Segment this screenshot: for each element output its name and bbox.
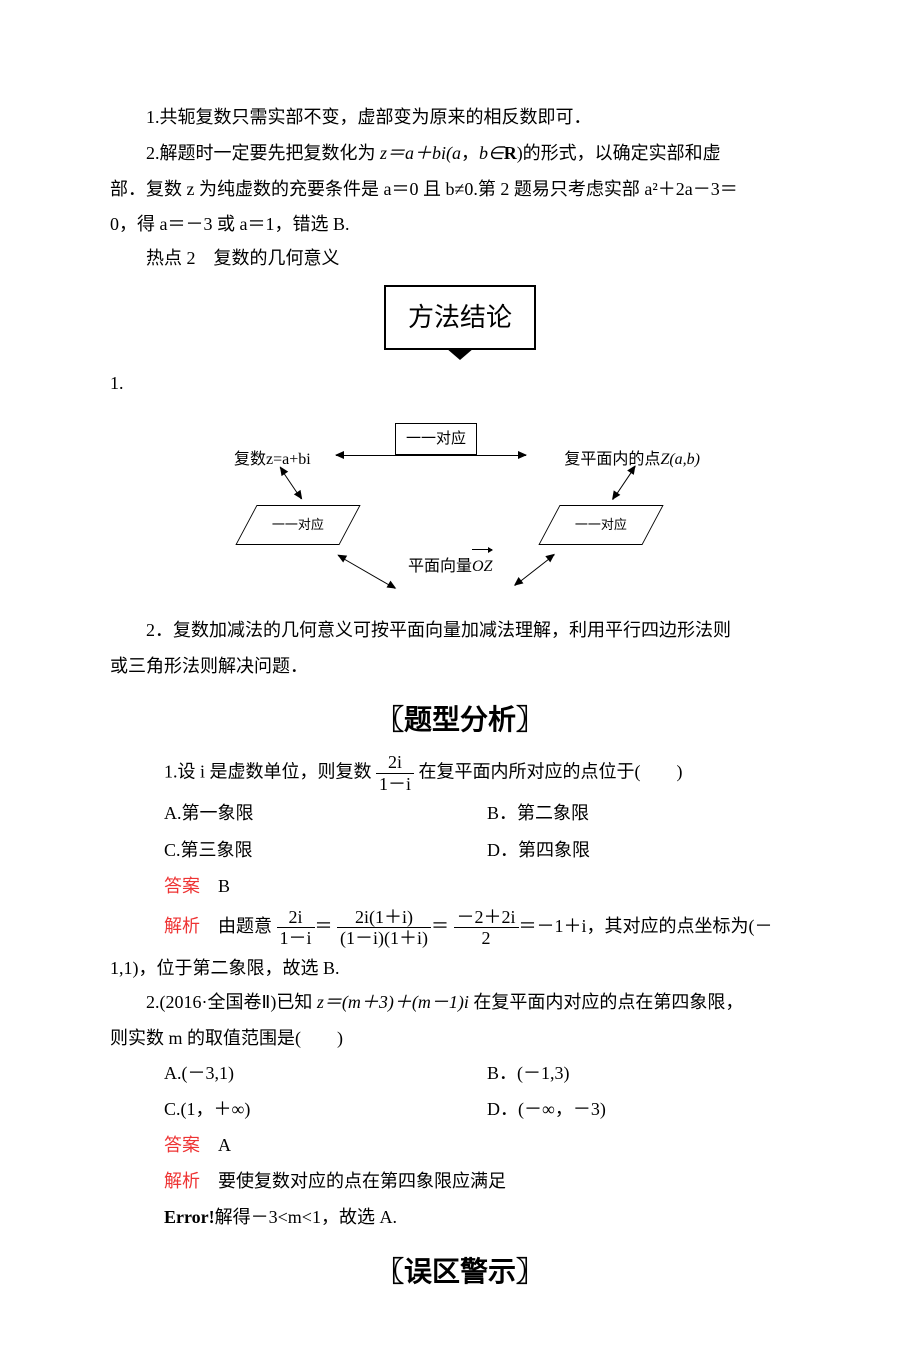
- q2-option-c: C.(1，＋∞): [164, 1092, 487, 1126]
- q2-options-row1: A.(－3,1) B．(－1,3): [110, 1056, 810, 1090]
- q2-options-row2: C.(1，＋∞) D．(－∞，－3): [110, 1092, 810, 1126]
- q2-option-a: A.(－3,1): [164, 1056, 487, 1090]
- d: (1－i)(1＋i): [337, 928, 431, 949]
- para-conjugate: 1.共轭复数只需实部不变，虚部变为原来的相反数即可．: [110, 100, 810, 134]
- q2-err-b: 解得－3<m<1，故选 A.: [215, 1207, 397, 1227]
- vec-text: OZ: [472, 558, 492, 575]
- q2-jiexi: 要使复数对应的点在第四象限应满足: [218, 1171, 506, 1191]
- z-point: Z(a,b): [660, 451, 700, 468]
- n: 2i(1＋i): [337, 907, 431, 929]
- answer-label: 答案: [164, 876, 200, 896]
- d: 2: [454, 928, 519, 949]
- answer-label: 答案: [164, 1135, 200, 1155]
- para-form-2: 部．复数 z 为纯虚数的充要条件是 a＝0 且 b≠0.第 2 题易只考虑实部 …: [110, 172, 810, 206]
- arrow-top: [336, 455, 526, 456]
- text: 1,1)，位于第二象限，故选 B.: [110, 958, 340, 978]
- q2-answer: 答案 A: [110, 1128, 810, 1162]
- analysis-label: 解析: [164, 1171, 200, 1191]
- q1-fraction: 2i 1－i: [376, 752, 414, 794]
- pg-left-text: 一一对应: [272, 512, 324, 537]
- text: 热点 2 复数的几何意义: [146, 248, 340, 268]
- text: 复数z=a+bi: [234, 451, 311, 468]
- formula-z: z＝a＋bi(a: [380, 143, 461, 163]
- parallelogram-right: 一一对应: [538, 505, 663, 545]
- item-1: 1.: [110, 366, 810, 400]
- q2-option-d: D．(－∞，－3): [487, 1092, 810, 1126]
- para-after-diagram-2: 或三角形法则解决问题．: [110, 649, 810, 683]
- parallelogram-left: 一一对应: [235, 505, 360, 545]
- text: 部．复数 z 为纯虚数的充要条件是 a＝0 且 b≠0.第 2 题易只考虑实部 …: [110, 179, 738, 199]
- q1-f1: 2i 1－i: [277, 907, 315, 949]
- eq1: ＝: [315, 916, 333, 936]
- q1-option-a: A.第一象限: [164, 796, 487, 830]
- text: 2.解题时一定要先把复数化为: [146, 143, 376, 163]
- q1-text-a: 1.设 i 是虚数单位，则复数: [164, 761, 372, 781]
- diagram-bottom-node: 平面向量OZ: [408, 552, 492, 582]
- q1-answer: 答案 B: [110, 869, 810, 903]
- b-in: b∈: [479, 143, 504, 163]
- q2-answer-val: A: [218, 1135, 231, 1155]
- pg-right-text: 一一对应: [575, 512, 627, 537]
- q1-options-row1: A.第一象限 B．第二象限: [110, 796, 810, 830]
- correspondence-diagram: 一一对应 复数z=a+bi 复平面内的点Z(a,b) 一一对应 一一对应 平面向…: [220, 409, 700, 599]
- vector-OZ: OZ: [472, 552, 492, 582]
- q2-z: z＝(m＋3)＋(m－1)i: [317, 992, 469, 1012]
- q1-jiexi-b: ＝－1＋i，其对应的点坐标为(－: [519, 916, 773, 936]
- q2-b: 在复平面内对应的点在第四象限，: [469, 992, 744, 1012]
- comma: ，: [461, 143, 479, 163]
- q1-analysis: 解析 由题意 2i 1－i ＝ 2i(1＋i) (1－i)(1＋i) ＝ －2＋…: [110, 905, 810, 949]
- text: 平面向量: [408, 558, 472, 575]
- text: 或三角形法则解决问题．: [110, 656, 308, 676]
- conn-right-down: [515, 554, 555, 586]
- para-form-3: 0，得 a＝－3 或 a＝1，错选 B.: [110, 207, 810, 241]
- q1-option-d: D．第四象限: [487, 833, 810, 867]
- n: 2i: [277, 907, 315, 929]
- q1-f3: －2＋2i 2: [454, 907, 519, 949]
- analysis-label: 解析: [164, 916, 200, 936]
- method-box: 方法结论: [384, 285, 536, 350]
- q2-c: 则实数 m 的取值范围是( ): [110, 1028, 343, 1048]
- q1-frac-den: 1－i: [376, 774, 414, 795]
- q1-answer-val: B: [218, 876, 230, 896]
- para-form-1: 2.解题时一定要先把复数化为 z＝a＋bi(a，b∈R)的形式，以确定实部和虚: [110, 136, 810, 170]
- text: )的形式，以确定实部和虚: [517, 143, 721, 163]
- q1-option-c: C.第三象限: [164, 833, 487, 867]
- question-1: 1.设 i 是虚数单位，则复数 2i 1－i 在复平面内所对应的点位于( ): [110, 752, 810, 794]
- text: 2．复数加减法的几何意义可按平面向量加减法理解，利用平行四边形法则: [146, 620, 731, 640]
- text: 0，得 a＝－3 或 a＝1，错选 B.: [110, 214, 349, 234]
- text: 1.共轭复数只需实部不变，虚部变为原来的相反数即可．: [146, 107, 592, 127]
- diagram-top-box: 一一对应: [395, 423, 477, 456]
- para-after-diagram-1: 2．复数加减法的几何意义可按平面向量加减法理解，利用平行四边形法则: [110, 613, 810, 647]
- hotspot-2-title: 热点 2 复数的几何意义: [110, 241, 810, 275]
- question-2-cont: 则实数 m 的取值范围是( ): [110, 1021, 810, 1055]
- question-2: 2.(2016·全国卷Ⅱ)已知 z＝(m＋3)＋(m－1)i 在复平面内对应的点…: [110, 985, 810, 1019]
- method-conclusion-banner: 方法结论: [110, 285, 810, 360]
- q1-analysis-2: 1,1)，位于第二象限，故选 B.: [110, 951, 810, 985]
- q1-f2: 2i(1＋i) (1－i)(1＋i): [337, 907, 431, 949]
- q1-options-row2: C.第三象限 D．第四象限: [110, 833, 810, 867]
- q2-option-b: B．(－1,3): [487, 1056, 810, 1090]
- d: 1－i: [277, 928, 315, 949]
- q2-a: 2.(2016·全国卷Ⅱ)已知: [146, 992, 317, 1012]
- q2-error-line: Error!解得－3<m<1，故选 A.: [110, 1200, 810, 1234]
- label-1: 1.: [110, 366, 124, 400]
- text: 复平面内的点: [564, 451, 660, 468]
- tixing-banner: 〖题型分析〗: [110, 693, 810, 746]
- eq2: ＝: [431, 916, 449, 936]
- R-set: R: [504, 143, 517, 163]
- q2-analysis: 解析 要使复数对应的点在第四象限应满足: [110, 1164, 810, 1198]
- n: －2＋2i: [454, 907, 519, 929]
- q1-text-b: 在复平面内所对应的点位于( ): [419, 761, 683, 781]
- conn-left-down: [338, 555, 396, 589]
- q1-option-b: B．第二象限: [487, 796, 810, 830]
- q1-frac-num: 2i: [376, 752, 414, 774]
- q1-jiexi-a: 由题意: [218, 916, 272, 936]
- error-label: Error!: [164, 1207, 215, 1227]
- diagram-left-node: 复数z=a+bi: [234, 445, 311, 475]
- wuqu-banner: 〖误区警示〗: [110, 1245, 810, 1298]
